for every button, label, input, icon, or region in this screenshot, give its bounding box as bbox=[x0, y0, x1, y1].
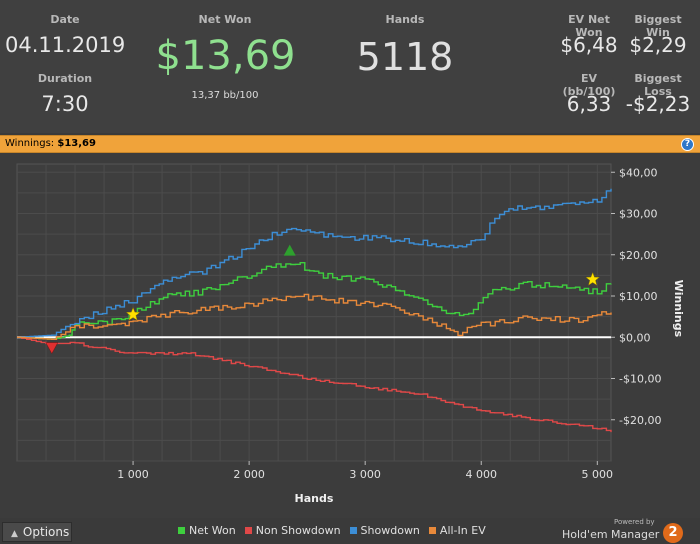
ev-net-won-value: $6,48 bbox=[560, 33, 618, 57]
duration-label: Duration bbox=[37, 72, 93, 85]
date-label: Date bbox=[50, 13, 80, 26]
x-tick-label: 5 000 bbox=[582, 468, 614, 481]
footer-bar: ▲ Options Net Won Non Showdown Showdown All-… bbox=[0, 518, 700, 544]
legend-label: Net Won bbox=[189, 524, 236, 537]
options-button[interactable]: ▲ Options bbox=[2, 522, 72, 542]
net-won-value: $13,69 bbox=[155, 33, 296, 79]
net-won-label: Net Won bbox=[198, 13, 252, 26]
winnings-bar: Winnings: $13,69 ? bbox=[0, 135, 700, 153]
hands-label: Hands bbox=[385, 13, 425, 26]
ev-net-won-label: EV Net Won bbox=[568, 13, 610, 39]
y-tick-label: $40,00 bbox=[619, 166, 658, 179]
x-tick-label: 4 000 bbox=[465, 468, 497, 481]
x-tick-label: 3 000 bbox=[349, 468, 381, 481]
biggest-loss-value: -$2,23 bbox=[625, 92, 691, 116]
ev-bb100-label: EV (bb/100) bbox=[562, 72, 616, 98]
winnings-label: Winnings: bbox=[5, 138, 55, 149]
duration-value: 7:30 bbox=[41, 92, 89, 116]
trough-triangle-marker bbox=[45, 342, 59, 355]
hem2-logo: 2 bbox=[663, 523, 683, 543]
legend-swatch bbox=[349, 527, 357, 534]
y-tick-label: $10,00 bbox=[619, 290, 658, 303]
legend-item[interactable]: Net Won bbox=[178, 524, 236, 537]
net-won-bb100: 13,37 bb/100 bbox=[191, 90, 259, 101]
y-tick-label: $30,00 bbox=[619, 208, 658, 221]
legend-swatch bbox=[244, 527, 252, 534]
ev-bb100-value: 6,33 bbox=[566, 92, 612, 116]
star-marker bbox=[125, 306, 141, 321]
legend-item[interactable]: All-In EV bbox=[428, 524, 486, 537]
winnings-bar-text: Winnings: $13,69 bbox=[5, 138, 96, 149]
series-line-non-showdown bbox=[17, 336, 612, 433]
legend-swatch bbox=[178, 527, 185, 534]
series-line-showdown bbox=[17, 188, 612, 338]
hands-value: 5118 bbox=[356, 35, 454, 79]
legend-label: All-In EV bbox=[439, 524, 486, 537]
series-line-net-won bbox=[17, 262, 612, 340]
legend-item[interactable]: Non Showdown bbox=[244, 524, 341, 537]
brand-name: Hold'em Manager bbox=[562, 528, 660, 541]
x-tick-label: 2 000 bbox=[233, 468, 265, 481]
y-axis-title: Winnings bbox=[672, 280, 685, 338]
legend-item[interactable]: Showdown bbox=[349, 524, 420, 537]
chart-legend: Net Won Non Showdown Showdown All-In EV bbox=[178, 524, 495, 537]
peak-triangle-marker bbox=[283, 244, 296, 256]
x-tick-label: 1 000 bbox=[117, 468, 149, 481]
y-tick-label: $20,00 bbox=[619, 249, 658, 262]
y-tick-label: -$10,00 bbox=[619, 373, 661, 386]
date-value: 04.11.2019 bbox=[5, 33, 126, 57]
session-stats-panel: Date 04.11.2019 Duration 7:30 Net Won $1… bbox=[0, 0, 700, 133]
chevron-up-icon: ▲ bbox=[11, 529, 18, 539]
legend-label: Showdown bbox=[360, 524, 420, 537]
biggest-win-value: $2,29 bbox=[629, 33, 687, 57]
star-marker bbox=[585, 271, 600, 286]
winnings-chart: $40,00 $30,00 $20,00 $10,00 $0,00 -$10,00 -$20… bbox=[16, 163, 685, 505]
winnings-value: $13,69 bbox=[57, 138, 96, 149]
legend-swatch bbox=[428, 527, 436, 534]
y-tick-label: -$20,00 bbox=[619, 414, 661, 427]
biggest-win-label: Biggest Win bbox=[634, 13, 682, 39]
series-line-all-in-ev bbox=[17, 293, 612, 340]
winnings-graph: $40,00 $30,00 $20,00 $10,00 $0,00 -$10,00 -$20… bbox=[0, 153, 700, 518]
x-axis-title: Hands bbox=[295, 492, 334, 505]
y-tick-label: $0,00 bbox=[619, 331, 651, 344]
biggest-loss-label: Biggest Loss bbox=[634, 72, 682, 98]
help-icon[interactable]: ? bbox=[681, 138, 694, 151]
legend-label: Non Showdown bbox=[255, 524, 341, 537]
powered-by-text: Powered by bbox=[614, 518, 655, 526]
options-label: Options bbox=[22, 525, 70, 539]
